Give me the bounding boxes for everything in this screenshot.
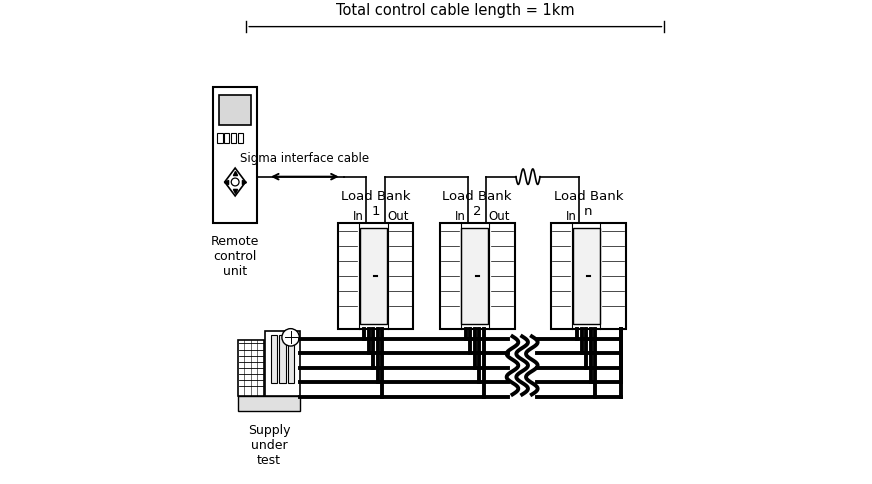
Bar (219, 95, 251, 125)
Bar (461, 228, 488, 324)
Text: Remote
control
unit: Remote control unit (211, 235, 259, 278)
Bar (439, 223, 514, 329)
Bar (360, 228, 387, 324)
Bar (338, 223, 413, 329)
Polygon shape (225, 168, 246, 196)
Text: Load Bank
1: Load Bank 1 (341, 190, 410, 218)
Text: In: In (455, 210, 466, 223)
Bar (573, 228, 600, 324)
Text: Load Bank
2: Load Bank 2 (442, 190, 512, 218)
Text: Supply
under
test: Supply under test (248, 424, 290, 467)
Bar (237, 396, 301, 411)
Bar (270, 335, 277, 383)
Bar (237, 340, 264, 396)
Text: Total control cable length = 1km: Total control cable length = 1km (336, 3, 575, 18)
Text: Out: Out (488, 210, 510, 223)
Bar (288, 335, 295, 383)
Bar (214, 87, 257, 223)
Bar (551, 223, 626, 329)
Circle shape (282, 329, 299, 346)
Circle shape (231, 178, 239, 186)
Text: In: In (353, 210, 364, 223)
Text: Out: Out (387, 210, 408, 223)
Bar (238, 133, 243, 143)
Text: Sigma interface cable: Sigma interface cable (241, 151, 370, 165)
Bar (265, 331, 301, 396)
Bar (231, 133, 236, 143)
Bar (217, 133, 222, 143)
Text: In: In (566, 210, 577, 223)
Text: Load Bank
n: Load Bank n (554, 190, 623, 218)
Bar (224, 133, 229, 143)
Bar (279, 335, 286, 383)
